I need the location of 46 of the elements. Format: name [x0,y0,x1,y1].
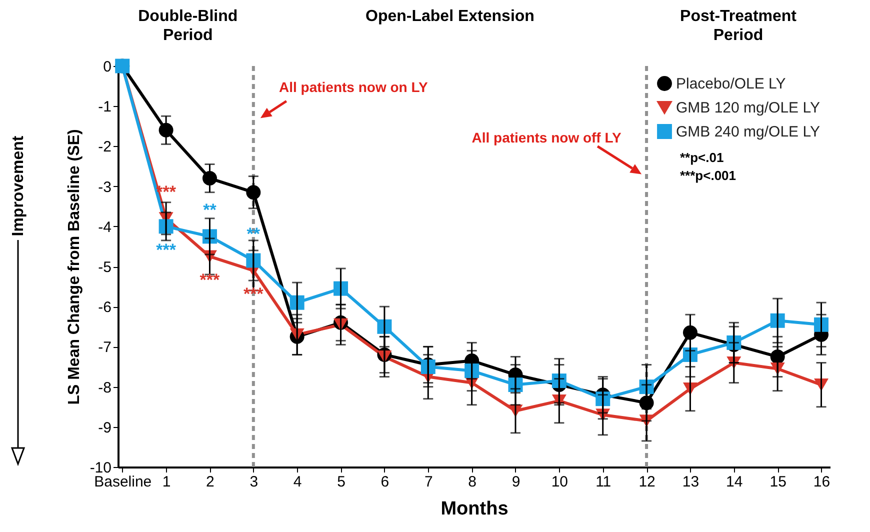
x-tick-label: 15 [770,474,786,490]
x-tick-label: 16 [813,474,830,490]
y-tick-label: -10 [90,460,112,476]
x-tick-label: 2 [206,474,214,490]
annotation: **p<.01 [680,150,724,165]
y-tick-label: -9 [98,419,112,436]
x-tick-label: 4 [293,474,302,490]
y-tick-label: -3 [98,178,112,196]
x-tick-label: 6 [380,474,390,490]
x-tick-label: 3 [250,474,258,490]
legend-label: GMB 240 mg/OLE LY [676,124,820,140]
legend-label: GMB 120 mg/OLE LY [676,100,820,116]
data-label: *** [200,270,220,290]
y-axis-title: LS Mean Change from Baseline (SE) [66,129,83,405]
x-tick-label: 14 [726,474,743,490]
x-tick-label: 9 [512,474,520,490]
data-label: ** [246,224,260,244]
x-tick-label: 11 [596,474,612,490]
y-tick-label: -2 [98,138,112,156]
x-tick-label: 13 [682,474,700,490]
text: Double-Blind Period [138,8,238,44]
x-tick-label: Baseline [94,474,152,490]
y-tick-label: -7 [98,339,112,356]
text: Improvement [10,135,27,236]
x-tick-label: 1 [162,474,171,490]
annotation: ***p<.001 [680,168,736,183]
x-tick-label: 5 [337,474,346,490]
x-tick-label: 12 [638,474,656,490]
y-tick-label: 0 [103,58,112,76]
y-tick-label: -4 [98,218,112,236]
annotation: All patients now on LY [278,79,428,96]
x-tick-label: 10 [551,474,568,490]
text: Post-Treatment Period [680,8,798,44]
legend-label: Placebo/OLE LY [676,76,786,92]
data-label: *** [243,284,264,304]
y-tick-label: -6 [98,299,112,316]
y-tick-label: -1 [98,98,112,116]
y-tick-label: -5 [98,259,112,276]
annotation: All patients now off LY [472,129,622,146]
x-tick-label: 7 [424,474,433,490]
data-label: *** [156,240,176,260]
x-tick-label: 8 [468,474,476,490]
y-tick-label: -8 [98,379,112,396]
x-axis-title: Months [440,498,508,520]
data-label: ** [203,200,217,220]
text: Open-Label Extension [366,8,534,25]
